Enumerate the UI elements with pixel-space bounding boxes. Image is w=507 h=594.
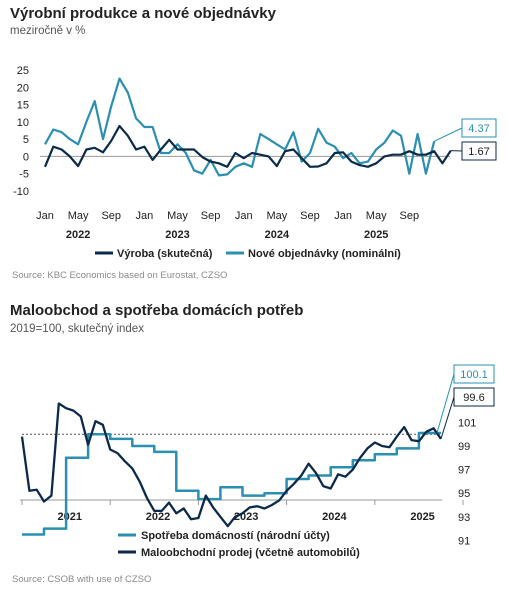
chart2-ytick: 91 (458, 535, 470, 547)
chart2-series-consumption (22, 431, 441, 536)
chart1-ytick: 20 (17, 82, 29, 94)
chart1-xtick: May (167, 210, 188, 222)
chart2-label-leader-consumption (436, 373, 455, 434)
chart2-plot: 202120222023202420251031019997959391100.… (20, 364, 495, 559)
chart2-year-tick: 2022 (146, 511, 170, 523)
chart1-year-tick: 2024 (265, 229, 290, 241)
chart2-end-label-retail: 99.6 (463, 392, 484, 404)
chart1-source: Source: KBC Economics based on Eurostat,… (12, 270, 228, 281)
chart1-subtitle: meziročně v % (10, 25, 86, 37)
chart1-ytick: -10 (13, 186, 29, 198)
chart2-year-tick: 2024 (322, 511, 347, 523)
chart1-xtick: Jan (36, 210, 54, 222)
chart2-ytick: 99 (458, 441, 470, 453)
chart1-title: Výrobní produkce a nové objednávky (10, 5, 276, 22)
chart2-subtitle: 2019=100, skutečný index (10, 323, 144, 335)
chart2-year-tick: 2023 (234, 511, 258, 523)
chart1-ytick: 15 (17, 100, 29, 112)
chart2-title: Maloobchod a spotřeba domácích potřeb (10, 302, 304, 319)
chart1-legend-production: Výroba (skutečná) (117, 248, 213, 260)
chart2-end-label-retail-box (453, 387, 495, 407)
chart2-label-leader-retail (440, 396, 455, 440)
chart1-plot: 25 20 15 10 5 0 -5 -10 Jan May Sep Jan May Sep Jan May S… (13, 65, 497, 260)
chart2-series-retail (20, 402, 442, 528)
chart2-ytick: 93 (458, 512, 470, 524)
chart1-ytick: 25 (17, 65, 29, 77)
chart1-label-leader-orders (433, 127, 463, 142)
chart2-ytick: 95 (458, 488, 470, 500)
chart1-ytick: 10 (17, 117, 29, 129)
chart2-legend-retail: Maloobchodní prodej (včetně automobilů) (141, 547, 360, 559)
chart2-year-tick: 2021 (58, 511, 82, 523)
chart1-xtick: Sep (400, 210, 420, 222)
chart1-year-tick: 2025 (364, 229, 388, 241)
chart1-xtick: Jan (334, 210, 352, 222)
chart1-end-label-orders: 4.37 (468, 123, 489, 135)
chart1-xtick: May (366, 210, 387, 222)
chart1-end-label-production-box (461, 141, 497, 161)
chart1-xtick: Jan (135, 210, 153, 222)
chart1-series-0 (43, 124, 452, 168)
chart2-year-tick: 2025 (410, 511, 434, 523)
chart2-ytick: 101 (458, 417, 476, 429)
chart2-legend-consumption: Spotřeba domácností (národní účty) (141, 530, 330, 542)
chart1-xtick: Jan (235, 210, 253, 222)
chart1-xtick: Sep (300, 210, 320, 222)
chart1-end-label-orders-box (461, 118, 497, 138)
chart1-ytick: 5 (23, 134, 29, 146)
chart1-legend-orders: Nové objednávky (nominální) (248, 248, 401, 260)
chart2-end-label-consumption: 100.1 (460, 369, 488, 381)
chart1-year-tick: 2022 (66, 229, 90, 241)
chart1-year-tick: 2023 (165, 229, 189, 241)
chart1-ytick: -5 (19, 169, 29, 181)
chart1-xtick: May (68, 210, 89, 222)
chart1-ytick: 0 (23, 151, 29, 163)
chart1-series-1 (44, 77, 436, 177)
chart1-xtick: Sep (101, 210, 121, 222)
chart1-end-label-production: 1.67 (468, 146, 489, 158)
chart2-source: Source: CSOB with use of CZSO (12, 574, 152, 585)
chart1-xtick: May (266, 210, 287, 222)
chart2-end-label-consumption-box (453, 364, 495, 384)
chart1-xtick: Sep (201, 210, 221, 222)
chart2-ytick: 97 (458, 465, 470, 477)
